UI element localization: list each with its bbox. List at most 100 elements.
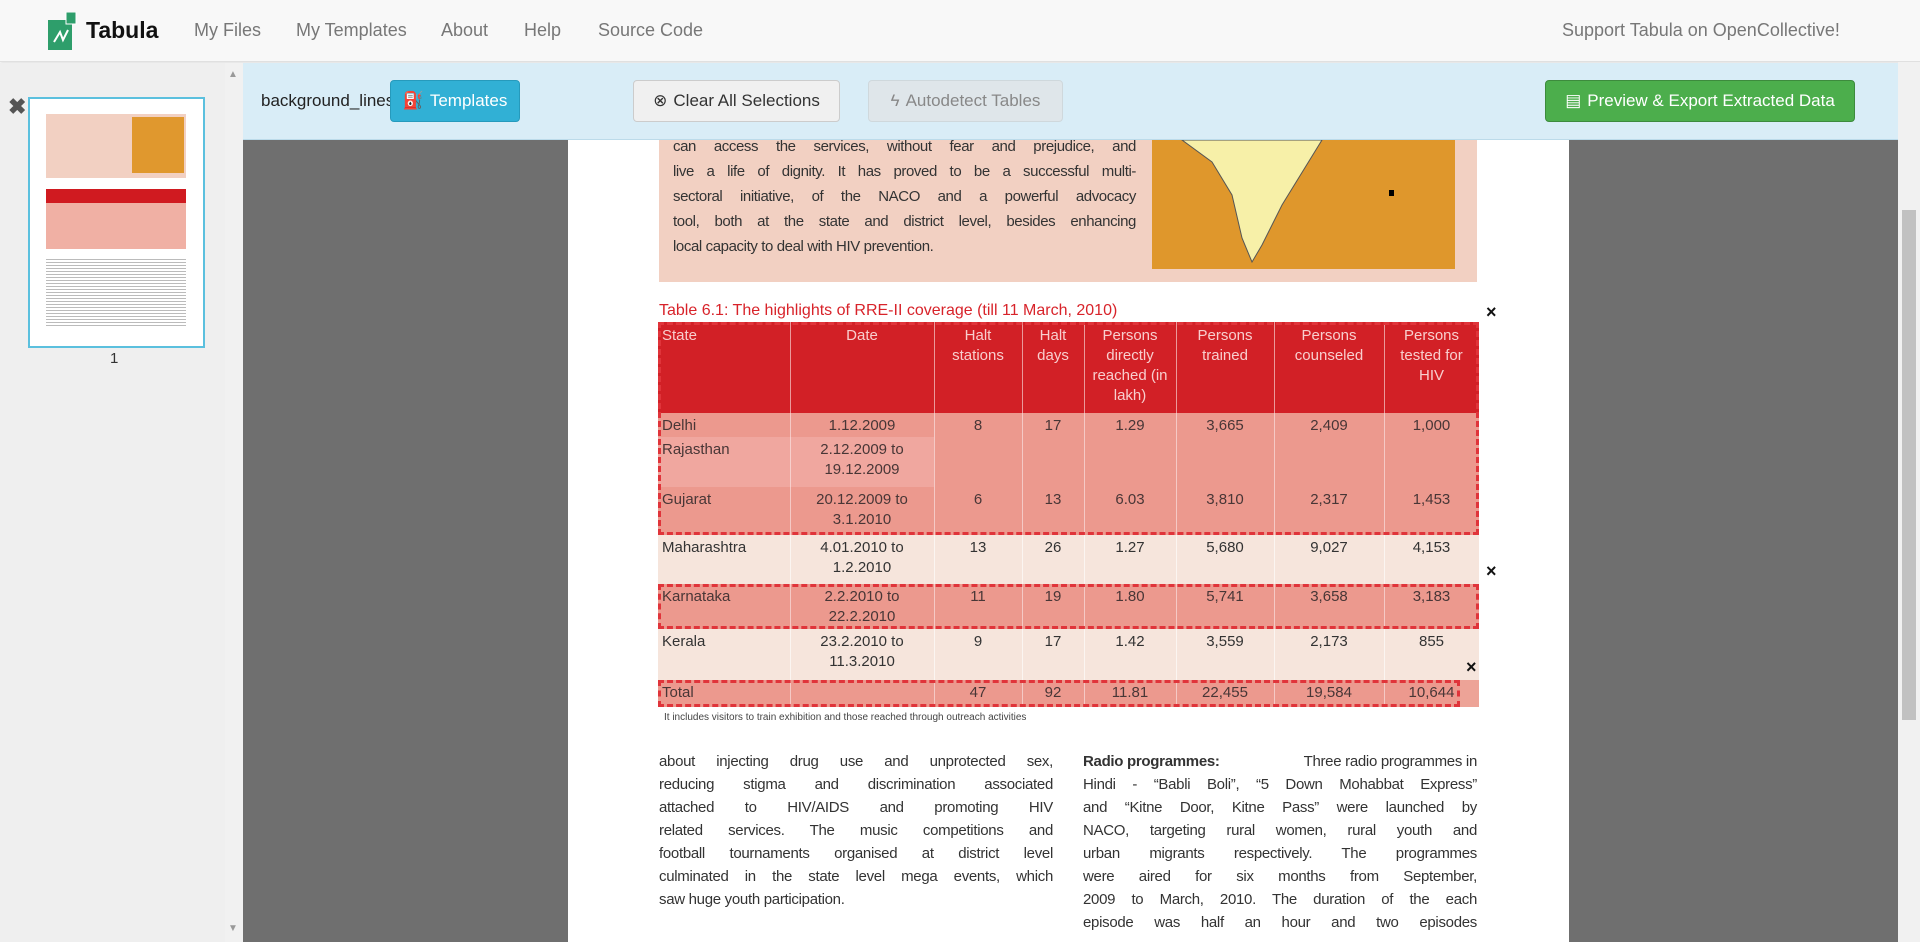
table-cell: 1.80 [1115,588,1145,605]
table-cell: 6 [973,491,983,508]
autodetect-tables-button[interactable]: ϟ Autodetect Tables [868,80,1063,122]
table-cell: Maharashtra [662,539,747,556]
scroll-down-arrow-icon[interactable]: ▼ [228,923,238,934]
thumb-map [132,117,184,173]
table-selection[interactable] [658,584,1479,629]
intro-line: can access the services, without fear an… [673,140,1136,155]
nav-my-templates[interactable]: My Templates [296,20,407,40]
column-divider [1084,322,1085,707]
column-divider [1176,322,1177,707]
navbar: Tabula My Files My Templates About Help … [0,0,1920,62]
nav-my-files[interactable]: My Files [194,20,261,40]
preview-export-button[interactable]: ▤ Preview & Export Extracted Data [1545,80,1855,122]
column-divider [1274,322,1275,707]
main-scrollbar-thumb[interactable] [1902,210,1916,720]
brand[interactable]: Tabula [86,17,159,43]
text-line: were aired for six months from September… [1083,868,1477,885]
table-cell: 1,000 [1412,417,1451,434]
text-line: 2009 to March, 2010. The duration of the… [1083,891,1477,908]
table-cell: 26 [1044,539,1062,556]
intro-line: live a life of dignity. It has proved to… [673,163,1136,180]
text-line: Hindi - “Babli Boli”, “5 Down Mohabbat E… [1083,776,1477,793]
table-cell: 19 [1044,588,1062,605]
export-label: Preview & Export Extracted Data [1587,91,1835,110]
table-cell: 5,741 [1206,588,1244,605]
autodetect-label: Autodetect Tables [905,91,1041,110]
lightning-icon: ϟ [890,91,900,110]
remove-selection-icon[interactable]: × [1486,302,1497,322]
text-line: NACO, targeting rural women, rural youth… [1083,822,1477,839]
templates-label: Templates [429,91,508,110]
table-cell: 19,584 [1306,684,1352,701]
intro-line: sectoral initiative, of the NACO and a p… [673,188,1136,205]
table-cell: 2,173 [1310,633,1348,650]
table-cell: 11 [970,588,986,605]
table-footnote: It includes visitors to train exhibition… [664,712,1027,723]
text-line: culminated in the state level mega event… [659,868,1053,885]
page-thumbnail[interactable] [28,97,205,348]
table-selection[interactable] [658,680,1460,707]
table-header-cell: Date [846,327,878,344]
table-header-cell: Persons directly reached (in lakh) [1092,327,1168,404]
scroll-up-arrow-icon[interactable]: ▲ [228,69,238,80]
text-line: football tournaments organised at distri… [659,845,1053,862]
table-cell: 1.12.2009 [828,417,896,434]
nav-support-link[interactable]: Support Tabula on OpenCollective! [1562,20,1840,40]
clear-label: Clear All Selections [673,91,820,110]
nav-source-code[interactable]: Source Code [598,20,704,40]
text-line: related services. The music competitions… [659,822,1053,839]
table-cell: 1.29 [1115,417,1145,434]
page-number[interactable]: 1 [110,350,119,367]
table-title: Table 6.1: The highlights of RRE-II cove… [659,302,1118,319]
clear-selections-button[interactable]: ⊗ Clear All Selections [633,80,840,122]
delete-page-icon[interactable]: ✖ [8,94,27,119]
tabula-logo-icon[interactable] [48,12,78,50]
table-cell: 3,810 [1206,491,1244,508]
table-cell: 855 [1418,633,1445,650]
table-cell: 3,183 [1412,588,1451,605]
table-cell: 10,644 [1408,684,1455,701]
table-cell: 23.2.2010 to 11.3.2010 [820,633,904,670]
table-cell: 2.12.2009 to 19.12.2009 [820,441,904,478]
sidebar-scrollbar[interactable]: ▲ ▼ [225,63,243,942]
table-selection[interactable] [658,322,1479,535]
pdf-viewer: can access the services, without fear an… [243,140,1898,942]
table-header-cell: Persons trained [1197,327,1253,364]
clear-circle-x-icon: ⊗ [653,91,668,110]
table-cell: Total [662,684,694,701]
text-line: urban migrants respectively. The program… [1083,845,1477,862]
table-row [658,487,1479,535]
table-header-cell: Halt stations [952,327,1004,364]
table-row [658,584,1479,629]
table-cell: 4.01.2010 to 1.2.2010 [820,539,904,576]
text-line: Radio programmes: Three radio programmes … [1083,750,1477,773]
table-cell: 1,453 [1412,491,1451,508]
thumb-text [46,257,186,327]
intro-line: local capacity to deal with HIV preventi… [673,238,934,255]
table-cell: 22,455 [1202,684,1248,701]
table-cell: 5,680 [1206,539,1244,556]
table-row [658,629,1479,680]
table-cell: 4,153 [1412,539,1451,556]
table-cell: 2,317 [1310,491,1348,508]
table-header-cell: Halt days [1037,327,1069,364]
india-map-image [1152,140,1455,269]
text-line: about injecting drug use and unprotected… [659,753,1053,770]
remove-selection-icon[interactable]: × [1466,657,1477,677]
intro-text: can access the services, without fear an… [673,140,1136,270]
column-divider [934,322,935,707]
nav-about[interactable]: About [441,20,489,40]
intro-line: tool, both at the state and district lev… [673,213,1136,230]
table-cell: 92 [1044,684,1062,701]
table-cell: 9,027 [1310,539,1348,556]
text-span: Three radio programmes in [1303,753,1478,770]
table-cell: 6.03 [1115,491,1145,508]
text-line: and “Kitne Door, Kitne Pass” were launch… [1083,799,1477,816]
remove-selection-icon[interactable]: × [1486,561,1497,581]
nav-help[interactable]: Help [524,20,562,40]
table-row [658,535,1479,584]
table-cell: 17 [1044,417,1062,434]
section-heading: Radio programmes: [1083,753,1220,770]
table-header-cell: Persons tested for HIV [1400,327,1463,384]
templates-button[interactable]: ⛽ Templates [390,80,520,122]
